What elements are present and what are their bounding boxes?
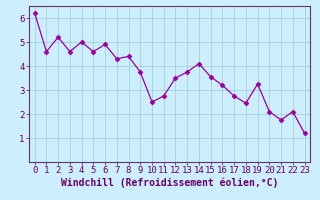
X-axis label: Windchill (Refroidissement éolien,°C): Windchill (Refroidissement éolien,°C)	[61, 178, 278, 188]
